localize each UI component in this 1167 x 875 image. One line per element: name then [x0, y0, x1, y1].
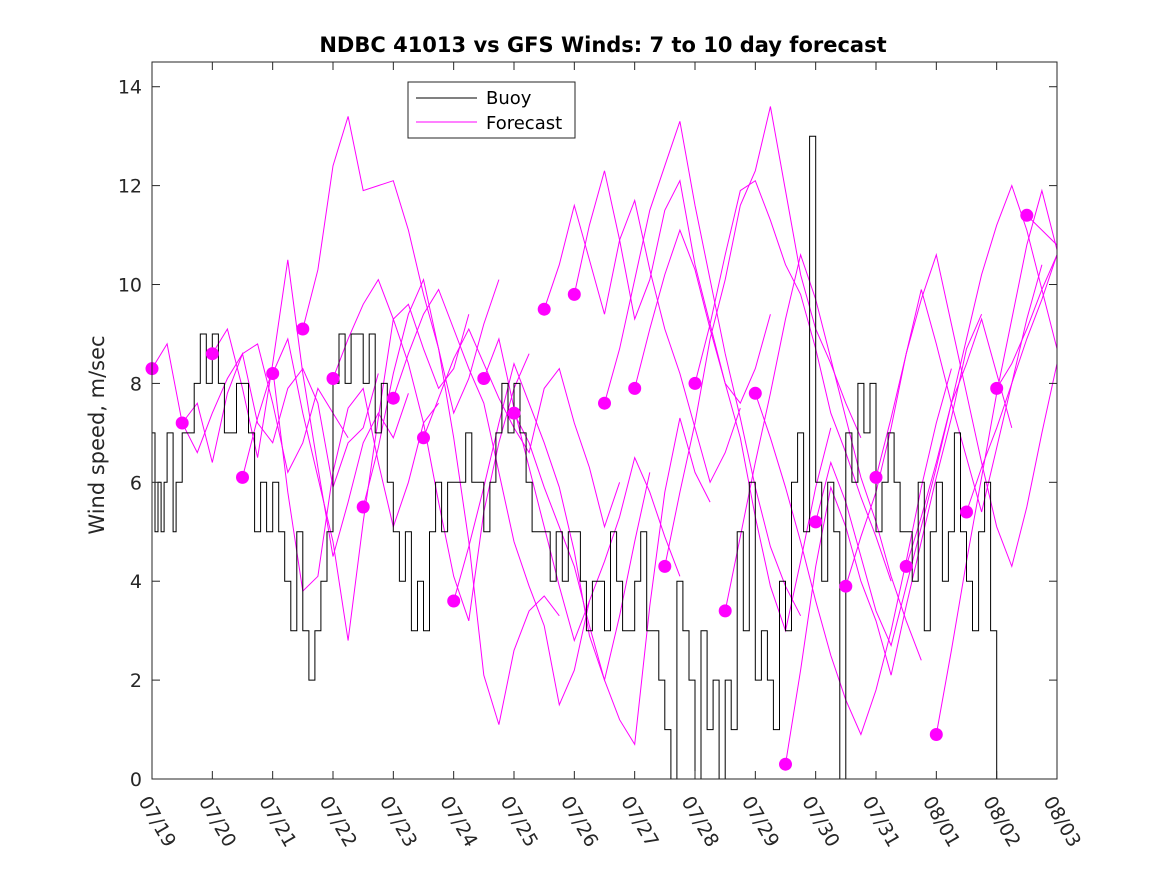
y-tick-label: 2: [130, 670, 142, 692]
forecast-marker-point: [869, 470, 883, 484]
forecast-marker-point: [175, 416, 189, 430]
buoy-series-line: [152, 135, 1003, 780]
legend-forecast-label: Forecast: [486, 113, 562, 134]
forecast-marker-point: [205, 347, 219, 361]
forecast-marker-point: [839, 579, 853, 593]
forecast-marker-point: [598, 396, 611, 410]
forecast-marker-point: [929, 728, 943, 741]
forecast-marker-point: [296, 322, 310, 336]
forecast-series-line: [211, 259, 409, 557]
forecast-series-line: [513, 412, 711, 746]
y-tick-label: 6: [130, 472, 142, 494]
forecast-marker-point: [417, 431, 430, 445]
forecast-series-line: [453, 361, 651, 682]
forecast-series-line: [362, 277, 560, 725]
forecast-marker-point: [386, 391, 400, 405]
forecast-series-line: [634, 228, 832, 633]
y-tick-label: 4: [130, 571, 142, 593]
forecast-series-line: [694, 179, 892, 582]
y-tick-label: 0: [130, 769, 142, 791]
plot-background: [152, 62, 1057, 779]
plot-frame: [151, 61, 1058, 780]
forecast-marker-point: [447, 594, 461, 608]
y-tick-label: 14: [118, 77, 142, 99]
forecast-marker-point: [748, 386, 762, 400]
forecast-series-line: [181, 351, 379, 488]
forecast-series-line: [392, 288, 590, 707]
forecast-marker-point: [356, 500, 370, 514]
forecast-series-line: [423, 327, 621, 529]
forecast-marker-point: [507, 406, 521, 420]
forecast-marker-point: [567, 287, 581, 301]
forecast-series-line: [664, 106, 862, 567]
forecast-series-line: [302, 116, 500, 415]
marker-layer: [145, 208, 1034, 771]
forecast-marker-point: [718, 604, 732, 618]
forecast-series-line: [785, 314, 983, 765]
y-tick-label: 12: [118, 176, 142, 198]
forecast-marker-point: [779, 757, 792, 771]
forecast-marker-point: [326, 372, 340, 385]
forecast-series-line: [724, 252, 922, 661]
y-tick-label: 10: [118, 275, 142, 297]
y-tick-label: 8: [130, 373, 142, 395]
forecast-marker-point: [477, 372, 491, 385]
forecast-marker-point: [960, 505, 973, 519]
legend-buoy-label: Buoy: [486, 88, 532, 109]
forecast-series-line: [815, 317, 1013, 648]
forecast-series-line: [754, 368, 952, 736]
forecast-marker-point: [990, 381, 1004, 395]
y-axis-label: Wind speed, m/sec: [85, 335, 109, 534]
forecast-series-line: [604, 121, 802, 617]
chart-title: NDBC 41013 vs GFS Winds: 7 to 10 day for…: [319, 33, 886, 57]
forecast-series-line: [543, 198, 741, 484]
forecast-marker-point: [537, 302, 551, 316]
forecast-marker-point: [236, 470, 249, 484]
legend: Buoy Forecast: [407, 81, 576, 139]
forecast-marker-point: [1020, 208, 1034, 222]
forecast-series-line: [242, 368, 439, 593]
forecast-marker-point: [899, 559, 913, 573]
forecast-marker-point: [688, 376, 702, 390]
forecast-series-line: [573, 170, 771, 405]
y-axis: 0 2 4 6 8 10 12 14: [118, 77, 1057, 791]
plot-area: [145, 61, 1058, 780]
forecast-marker-point: [628, 381, 642, 395]
legend-box: [407, 81, 576, 139]
forecast-series-line: [875, 252, 1058, 569]
forecast-series-line: [272, 303, 470, 641]
forecast-marker-point: [809, 515, 823, 529]
forecast-marker-point: [658, 559, 672, 573]
forecast-marker-point: [266, 367, 280, 380]
